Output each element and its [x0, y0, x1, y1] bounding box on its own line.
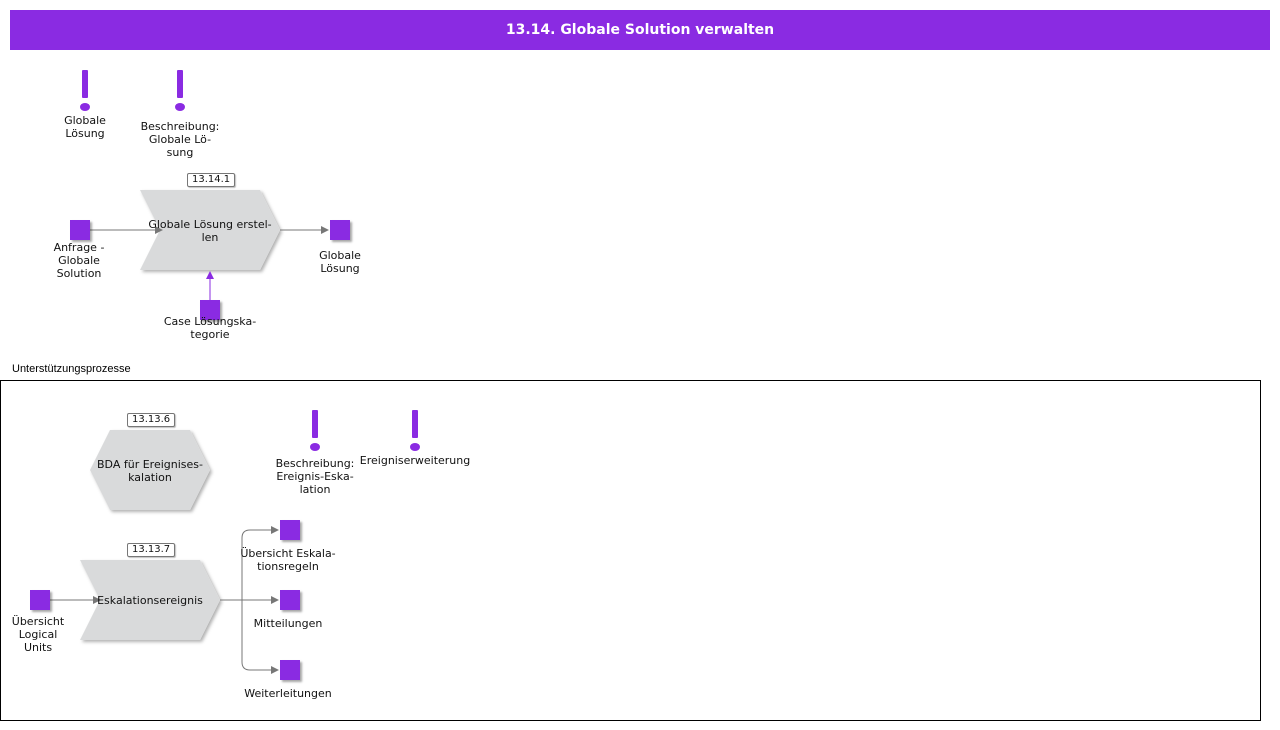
section-title: Unterstützungsprozesse	[12, 363, 131, 375]
exclamation-icon	[80, 70, 90, 111]
output-label-globale-loesung: Globale Lösung	[319, 249, 361, 275]
data-object-anfrage[interactable]	[70, 220, 90, 240]
exclamation-icon	[410, 410, 420, 451]
output-label-eskalationsregeln: Übersicht Eskala- tionsregeln	[240, 547, 336, 573]
hexagon-label: BDA für Ereignises- kalation	[97, 458, 203, 484]
input-label-anfrage: Anfrage - Globale Solution	[53, 241, 105, 280]
input-label-logical-units: Übersicht Logical Units	[11, 615, 65, 654]
process-id-tag: 13.14.1	[187, 173, 236, 187]
connector-to-eskalationsregeln	[236, 526, 279, 601]
process-label: Globale Lösung erstel- len	[148, 218, 272, 244]
exclamation-label-beschreibung-eskalation: Beschreibung: Ereignis-Eska- lation	[275, 457, 355, 496]
data-object-case-loesungskategorie[interactable]	[200, 300, 220, 320]
exclamation-label-ereigniserweiterung: Ereigniserweiterung	[359, 454, 471, 467]
exclamation-label-globale-loesung: Globale Lösung	[64, 114, 106, 140]
exclamation-icon	[175, 70, 185, 111]
hexagon-id-tag: 13.13.6	[127, 413, 176, 427]
process-chevron-globale-loesung[interactable]	[140, 190, 280, 270]
data-object-globale-loesung[interactable]	[330, 220, 350, 240]
data-object-uebersicht-logical-units[interactable]	[30, 590, 50, 610]
process-id-tag: 13.13.7	[127, 543, 176, 557]
process-label: Eskalationsereignis	[97, 594, 203, 607]
exclamation-icon	[310, 410, 320, 451]
support-process-frame	[0, 380, 1261, 721]
output-label-weiterleitungen: Weiterleitungen	[244, 687, 332, 700]
input-label-case-loesungskategorie: Case Lösungska- tegorie	[163, 315, 257, 341]
exclamation-label-beschreibung-globale-loesung: Beschreibung: Globale Lö- sung	[140, 120, 220, 159]
connector-to-weiterleitungen	[241, 600, 279, 674]
process-chevron-eskalationsereignis[interactable]	[80, 560, 220, 640]
hexagon-bda-ereigniseskalation[interactable]	[90, 430, 210, 510]
output-label-mitteilungen: Mitteilungen	[253, 617, 323, 630]
diagram-title: 13.14. Globale Solution verwalten	[505, 22, 775, 38]
data-object-weiterleitungen[interactable]	[280, 660, 300, 680]
diagram-title-bar: 13.14. Globale Solution verwalten	[10, 10, 1270, 50]
data-object-mitteilungen[interactable]	[280, 590, 300, 610]
data-object-eskalationsregeln[interactable]	[280, 520, 300, 540]
